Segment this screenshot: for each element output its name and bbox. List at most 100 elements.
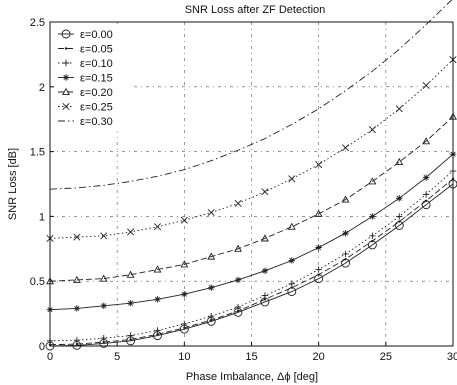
data-point — [100, 232, 108, 240]
data-point — [61, 29, 71, 39]
data-point — [234, 199, 242, 207]
y-tick-label: 1.5 — [30, 147, 45, 159]
data-point — [395, 105, 403, 113]
data-point — [234, 244, 243, 252]
data-point — [315, 244, 322, 251]
data-point — [210, 318, 213, 322]
data-point — [127, 228, 135, 236]
data-point — [261, 267, 269, 275]
data-point — [153, 265, 162, 273]
data-point — [288, 175, 296, 183]
data-point — [153, 223, 161, 231]
tick-labels: 0 5 10 15 20 25 30 0 0.5 1 1.5 2 2.5 — [30, 17, 457, 363]
data-point — [236, 309, 240, 313]
data-point — [72, 275, 81, 283]
legend-label: ε=0.30 — [80, 116, 113, 128]
data-point — [207, 252, 216, 260]
x-axis-title: Phase Imbalance, Δϕ [deg] — [186, 371, 318, 383]
data-point — [290, 286, 293, 289]
data-point — [315, 161, 323, 169]
y-tick-label: 2 — [39, 82, 45, 94]
x-tick-label: 10 — [178, 351, 190, 363]
legend-label: ε=0.10 — [80, 58, 113, 70]
legend-label: ε=0.25 — [80, 102, 113, 114]
y-tick-label: 1 — [39, 211, 45, 223]
data-point — [129, 338, 132, 341]
data-point — [181, 290, 188, 298]
series-2 — [46, 167, 457, 345]
x-tick-label: 5 — [114, 351, 120, 363]
data-point — [344, 257, 347, 261]
series-4 — [46, 112, 457, 285]
data-point — [260, 234, 269, 242]
data-point — [127, 300, 134, 307]
data-point — [341, 195, 350, 203]
data-point — [126, 270, 135, 278]
data-point — [62, 102, 70, 111]
data-point — [396, 195, 403, 202]
legend-label: ε=0.15 — [80, 73, 113, 85]
data-point — [422, 81, 430, 90]
data-point — [288, 257, 295, 264]
y-tick-label: 2.5 — [30, 17, 45, 29]
data-point — [288, 280, 295, 287]
data-point — [261, 292, 269, 299]
data-point — [99, 274, 108, 282]
data-point — [73, 233, 81, 241]
data-point — [369, 213, 376, 220]
y-axis-title: SNR Loss [dB] — [7, 148, 19, 220]
data-point — [180, 216, 188, 224]
data-point — [127, 332, 134, 339]
series-line — [49, 116, 454, 282]
data-point — [208, 284, 215, 291]
data-point — [342, 230, 349, 237]
data-point — [234, 303, 242, 311]
legend-label: ε=0.05 — [80, 44, 113, 56]
data-point — [369, 232, 376, 240]
chart-title: SNR Loss after ZF Detection — [185, 4, 326, 16]
data-point — [207, 208, 215, 217]
x-tick-label: 0 — [47, 351, 53, 363]
data-point — [154, 327, 161, 334]
data-point — [422, 137, 431, 145]
data-point — [154, 296, 161, 303]
data-point — [287, 222, 296, 230]
data-point — [315, 266, 322, 273]
data-point — [208, 312, 215, 320]
data-point — [368, 126, 376, 134]
data-point — [156, 333, 159, 336]
data-point — [422, 191, 430, 198]
legend: ε=0.00 ε=0.05 ε=0.10 ε=0.15 ε=0.20 ε=0.25 ε=0.… — [54, 24, 134, 132]
data-point — [100, 335, 107, 342]
data-point — [100, 302, 107, 310]
data-point — [62, 59, 70, 67]
data-point — [396, 213, 403, 220]
legend-label: ε=0.00 — [80, 29, 113, 41]
data-point — [398, 220, 401, 223]
data-point — [73, 305, 81, 312]
series-6 — [49, 0, 453, 190]
data-point — [62, 74, 70, 81]
data-point — [422, 174, 430, 181]
data-point — [261, 188, 269, 196]
series-line — [49, 0, 453, 190]
data-point — [395, 157, 404, 165]
data-point — [263, 298, 267, 301]
legend-label: ε=0.20 — [80, 87, 113, 99]
series-1 — [48, 177, 455, 346]
data-point — [62, 87, 70, 96]
data-point — [73, 336, 81, 344]
x-tick-label: 15 — [245, 351, 257, 363]
y-tick-label: 0 — [39, 341, 45, 353]
data-point — [314, 209, 323, 217]
data-point — [342, 250, 349, 258]
data-point — [317, 273, 320, 276]
x-tick-label: 20 — [313, 351, 325, 363]
data-point — [342, 144, 350, 152]
data-point — [371, 239, 374, 243]
data-point — [64, 47, 68, 50]
x-tick-label: 25 — [380, 351, 392, 363]
data-point — [234, 276, 242, 284]
y-tick-label: 0.5 — [30, 276, 45, 288]
